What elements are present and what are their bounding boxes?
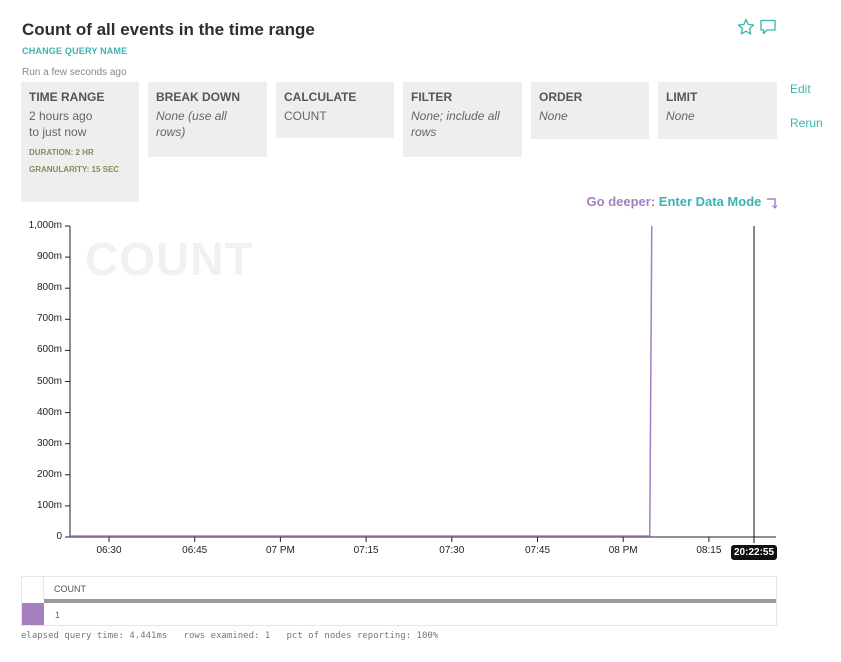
go-deeper-label: Go deeper: [586,194,656,209]
x-tick-label: 07 PM [265,545,295,556]
corner-arrow-icon [767,197,778,209]
count-chart[interactable] [0,215,790,545]
star-icon[interactable] [737,18,755,36]
query-limit[interactable]: LIMIT None [658,82,777,139]
page-title: Count of all events in the time range [22,20,315,39]
filter-value: None; include all rows [411,109,500,139]
change-query-name-link[interactable]: CHANGE QUERY NAME [22,46,128,56]
query-time-range[interactable]: TIME RANGE 2 hours ago to just now DURAT… [21,82,139,202]
table-cell-count: 1 [55,610,61,620]
x-tick-label: 06:30 [96,545,122,556]
current-time-badge: 20:22:55 [731,545,778,560]
comment-icon[interactable] [759,18,777,36]
calculate-label: CALCULATE [284,90,357,104]
table-header: COUNT [44,577,776,603]
limit-label: LIMIT [666,90,698,104]
count-series-line [70,225,653,537]
chart-watermark: COUNT [85,233,254,285]
time-range-start: 2 hours ago [29,109,93,123]
order-label: ORDER [539,90,583,104]
y-tick-label: 100m [36,499,62,511]
x-tick-label: 07:15 [353,545,379,556]
time-range-label: TIME RANGE [29,90,105,104]
break-down-label: BREAK DOWN [156,90,240,104]
y-tick-label: 500m [36,375,62,387]
filter-label: FILTER [411,90,453,104]
x-tick-label: 07:30 [439,545,465,556]
rerun-link[interactable]: Rerun [790,116,823,130]
y-tick-label: 400m [36,406,62,418]
enter-data-mode-link[interactable]: Enter Data Mode [658,194,762,209]
y-tick-label: 200m [36,468,62,480]
order-value: None [539,109,568,123]
calculate-value: COUNT [284,109,327,123]
query-order[interactable]: ORDER None [531,82,649,139]
granularity-text: GRANULARITY: 15 SEC [29,165,120,174]
x-tick-label: 08 PM [608,545,638,556]
break-down-value: None (use all rows) [156,109,227,139]
x-tick-label: 08:15 [696,545,722,556]
top-icons [737,18,777,36]
results-table: COUNT 1 [21,576,777,626]
limit-value: None [666,109,695,123]
y-tick-label: 300m [36,437,62,449]
query-stats-footer: elapsed query time: 4.441ms rows examine… [21,631,439,641]
y-tick-label: 900m [36,251,62,263]
table-gutter [43,577,44,599]
go-deeper: Go deeper: Enter Data Mode [586,194,778,209]
edit-link[interactable]: Edit [790,82,811,96]
x-tick-label: 06:45 [182,545,208,556]
run-time-text: Run a few seconds ago [22,67,127,78]
x-tick-label: 07:45 [524,545,551,556]
duration-text: DURATION: 2 HR [29,148,94,157]
y-tick-label: 1,000m [28,220,62,231]
query-calculate[interactable]: CALCULATE COUNT [276,82,394,138]
query-break-down[interactable]: BREAK DOWN None (use all rows) [148,82,267,157]
y-tick-label: 600m [36,344,62,356]
column-count-header[interactable]: COUNT [54,584,86,594]
series-color-swatch[interactable] [22,603,44,625]
query-filter[interactable]: FILTER None; include all rows [403,82,522,157]
y-tick-label: 800m [36,282,62,294]
y-tick-label: 0 [56,531,62,542]
y-tick-label: 700m [36,313,62,325]
time-range-end: to just now [29,125,87,139]
